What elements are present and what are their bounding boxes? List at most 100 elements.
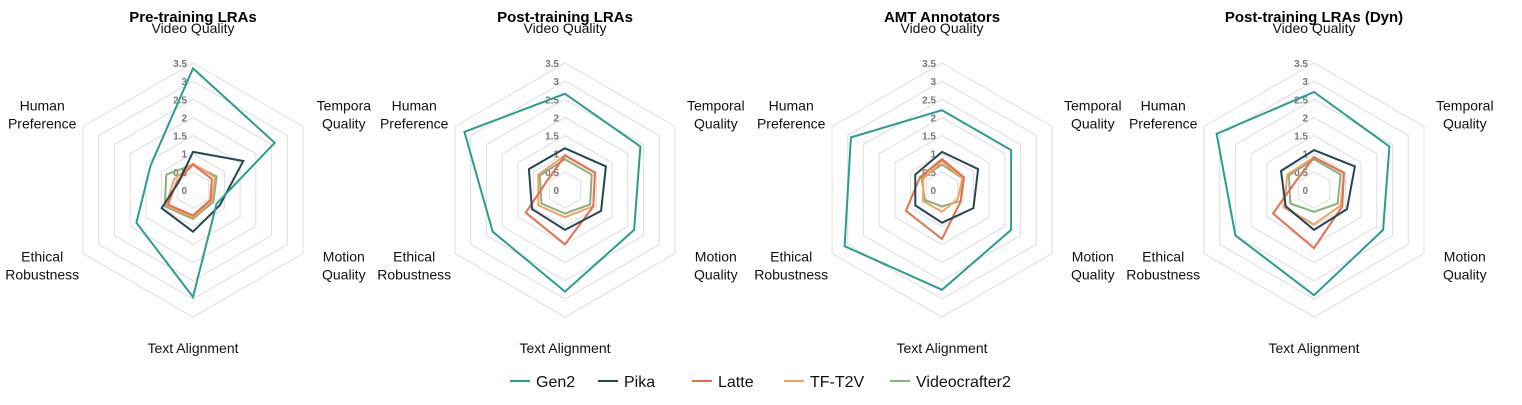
series-latte: [1271, 156, 1345, 250]
radar-chart-4: Post-training LRAs (Dyn)00.511.522.533.5…: [1126, 9, 1493, 356]
grid-ring: [894, 135, 990, 245]
grid-ring: [533, 153, 597, 227]
grid-ring: [1234, 98, 1394, 282]
series-gen2: [1215, 90, 1391, 297]
tick-label: 1.5: [545, 132, 559, 143]
axis-label: Text Alignment: [519, 340, 610, 356]
tick-label: 3.5: [922, 59, 936, 70]
grid-ring: [1297, 171, 1331, 209]
grid-ring: [910, 153, 974, 227]
tick-label: 1: [930, 150, 936, 161]
grid-ring: [925, 171, 959, 209]
legend-label: Latte: [718, 374, 754, 391]
legend-label: Videocrafter2: [916, 374, 1011, 391]
tick-label: 0: [553, 186, 559, 197]
tick-label: 1.5: [173, 132, 187, 143]
grid-ring: [485, 98, 645, 282]
chart-title: Post-training LRAs (Dyn): [1225, 9, 1403, 26]
axis-label: Ethical Robustness: [377, 249, 451, 283]
series-pika: [160, 150, 245, 234]
grid-ring: [878, 116, 1006, 264]
axis-label: Motion Quality: [322, 249, 366, 283]
tick-label: 1.5: [922, 132, 936, 143]
tick-label: 1.5: [1294, 132, 1308, 143]
tick-label: 2.5: [922, 95, 936, 106]
tick-label: 3: [930, 77, 936, 88]
tick-label: 0: [1302, 186, 1308, 197]
radar-series-group: [843, 109, 1013, 291]
grid-ring: [82, 62, 304, 318]
legend-item-videocrafter2: Videocrafter2: [890, 374, 1011, 391]
axis-label: Human Preference: [757, 98, 826, 132]
legend: Gen2 Pika Latte TF-T2V Videocrafter2: [510, 374, 1011, 391]
grid-ring: [548, 171, 582, 209]
grid-ring: [862, 98, 1022, 282]
radar-grid: [1203, 62, 1425, 318]
tick-label: 2: [181, 113, 187, 124]
radar-series-group: [135, 66, 277, 300]
tick-label: 2.5: [545, 95, 559, 106]
legend-item-latte: Latte: [692, 374, 754, 391]
radar-grid: [831, 62, 1053, 318]
grid-ring: [113, 98, 273, 282]
series-latte: [904, 157, 966, 241]
grid-ring: [517, 135, 613, 245]
grid-ring: [470, 80, 660, 300]
grid-ring: [1282, 153, 1346, 227]
radar-chart-2: Post-training LRAs00.511.522.533.5Video …: [377, 9, 744, 356]
radar-series-group: [1215, 90, 1391, 297]
legend-item-pika: Pika: [598, 374, 655, 391]
grid-ring: [847, 80, 1037, 300]
grid-ring: [1203, 62, 1425, 318]
grid-ring: [1266, 135, 1362, 245]
legend-label: Pika: [624, 374, 655, 391]
tick-label: 3.5: [1294, 59, 1308, 70]
grid-ring: [1219, 80, 1409, 300]
axis-label: Text Alignment: [896, 340, 987, 356]
tick-label: 3.5: [173, 59, 187, 70]
grid-ring: [161, 153, 225, 227]
axis-label: Video Quality: [900, 20, 983, 36]
legend-item-gen2: Gen2: [510, 374, 575, 391]
axis-label: Tempora Quality: [317, 98, 372, 132]
radar-grid: [454, 62, 676, 318]
series-gen2: [843, 109, 1013, 291]
series-pika: [914, 150, 980, 224]
tick-label: 1: [181, 150, 187, 161]
series-gen2: [135, 66, 277, 300]
axis-label: Ethical Robustness: [1126, 249, 1200, 283]
axis-label: Ethical Robustness: [5, 249, 79, 283]
series-pika: [1279, 148, 1357, 232]
tick-label: 3: [1302, 77, 1308, 88]
grid-ring: [454, 62, 676, 318]
axis-label: Video Quality: [1272, 20, 1355, 36]
tick-label: 2.5: [1294, 95, 1308, 106]
legend-label: Gen2: [536, 374, 575, 391]
series-tf-t2v: [165, 162, 217, 219]
tick-label: 3: [181, 77, 187, 88]
axis-label: Human Preference: [380, 98, 449, 132]
tick-label: 2.5: [173, 95, 187, 106]
axis-label: Video Quality: [151, 20, 234, 36]
grid-ring: [1250, 116, 1378, 264]
legend-label: TF-T2V: [810, 374, 865, 391]
radar-grid: [82, 62, 304, 318]
grid-ring: [145, 135, 241, 245]
series-videocrafter2: [1287, 158, 1342, 213]
tick-label: 3: [553, 77, 559, 88]
axis-label: Human Preference: [8, 98, 77, 132]
axis-label: Video Quality: [523, 20, 606, 36]
grid-ring: [831, 62, 1053, 318]
axis-label: Ethical Robustness: [754, 249, 828, 283]
axis-label: Motion Quality: [1443, 249, 1487, 283]
tick-label: 2: [1302, 113, 1308, 124]
axis-label: Temporal Quality: [1064, 98, 1122, 132]
radar-series-group: [463, 92, 642, 293]
series-pika: [527, 147, 607, 232]
series-tf-t2v: [922, 159, 964, 214]
tick-label: 0: [181, 186, 187, 197]
